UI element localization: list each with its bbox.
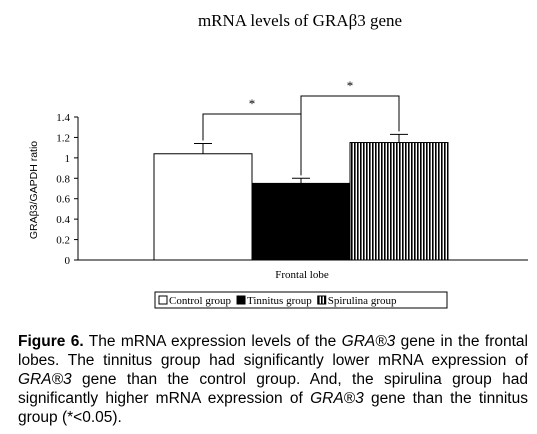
y-tick-label: 0 — [65, 255, 71, 267]
y-tick-label: 0.2 — [56, 235, 70, 247]
legend-label-control-group: Control group — [169, 295, 232, 307]
bar-control-group — [153, 153, 253, 261]
y-tick-label: 0.8 — [56, 173, 70, 185]
y-tick-label: 1.4 — [56, 112, 70, 124]
y-tick-label: 0.6 — [56, 194, 70, 206]
caption-text-4: gene than the tinnitus group (*<0.05). — [18, 390, 528, 426]
y-tick-label: 1 — [65, 153, 71, 165]
bar-tinnitus-group — [251, 182, 351, 261]
legend-swatch-control-group — [158, 295, 168, 305]
legend: Control group Tinnitus group Spirulina gro… — [154, 291, 448, 309]
caption-gene-2: GRA®3 — [18, 371, 72, 388]
caption-text-1: The mRNA expression levels of the — [83, 333, 342, 350]
caption-text-2: gene in the frontal lobes. The tinnitus … — [18, 333, 528, 369]
caption-gene-1: GRA®3 — [341, 333, 396, 350]
significance-marker: * — [347, 78, 354, 93]
y-tick-label: 1.2 — [56, 132, 70, 144]
plot-area: 0 0.2 0.4 0.6 0.8 1 1.2 1.4 * * — [56, 78, 528, 267]
bar-spirulina-group — [349, 142, 449, 261]
x-axis-label: Frontal lobe — [275, 269, 329, 281]
caption-label: Figure 6. — [18, 333, 84, 350]
significance-bracket — [300, 95, 400, 176]
legend-swatch-spirulina-group — [317, 295, 327, 305]
chart-title: mRNA levels of GRAβ3 gene — [198, 11, 402, 30]
legend-label-spirulina-group: Spirulina group — [328, 295, 397, 307]
figure-caption: Figure 6. The mRNA expression levels of … — [18, 332, 528, 427]
caption-text-3: gene than the control group. And, the sp… — [18, 371, 528, 407]
y-tick-label: 0.4 — [56, 214, 70, 226]
significance-marker: * — [249, 96, 256, 111]
caption-gene-3: GRA®3 — [310, 390, 364, 407]
legend-label-tinnitus-group: Tinnitus group — [247, 295, 312, 307]
bar-chart: mRNA levels of GRAβ3 gene GRAβ3/GAPDH ra… — [28, 11, 528, 309]
y-axis-label: GRAβ3/GAPDH ratio — [28, 141, 40, 239]
legend-swatch-tinnitus-group — [236, 295, 246, 305]
legend-box — [154, 291, 448, 309]
